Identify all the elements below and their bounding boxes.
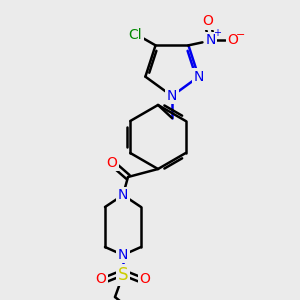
Text: N: N	[205, 33, 216, 47]
Text: Cl: Cl	[129, 28, 142, 42]
Text: S: S	[118, 266, 128, 284]
Text: +: +	[214, 28, 221, 38]
Text: N: N	[118, 248, 128, 262]
Text: N: N	[118, 188, 128, 202]
Text: −: −	[236, 30, 245, 40]
Text: N: N	[194, 70, 204, 84]
Text: O: O	[202, 14, 213, 28]
Text: O: O	[227, 33, 238, 47]
Text: O: O	[96, 272, 106, 286]
Text: O: O	[106, 156, 117, 170]
Text: O: O	[140, 272, 150, 286]
Text: N: N	[167, 89, 177, 103]
